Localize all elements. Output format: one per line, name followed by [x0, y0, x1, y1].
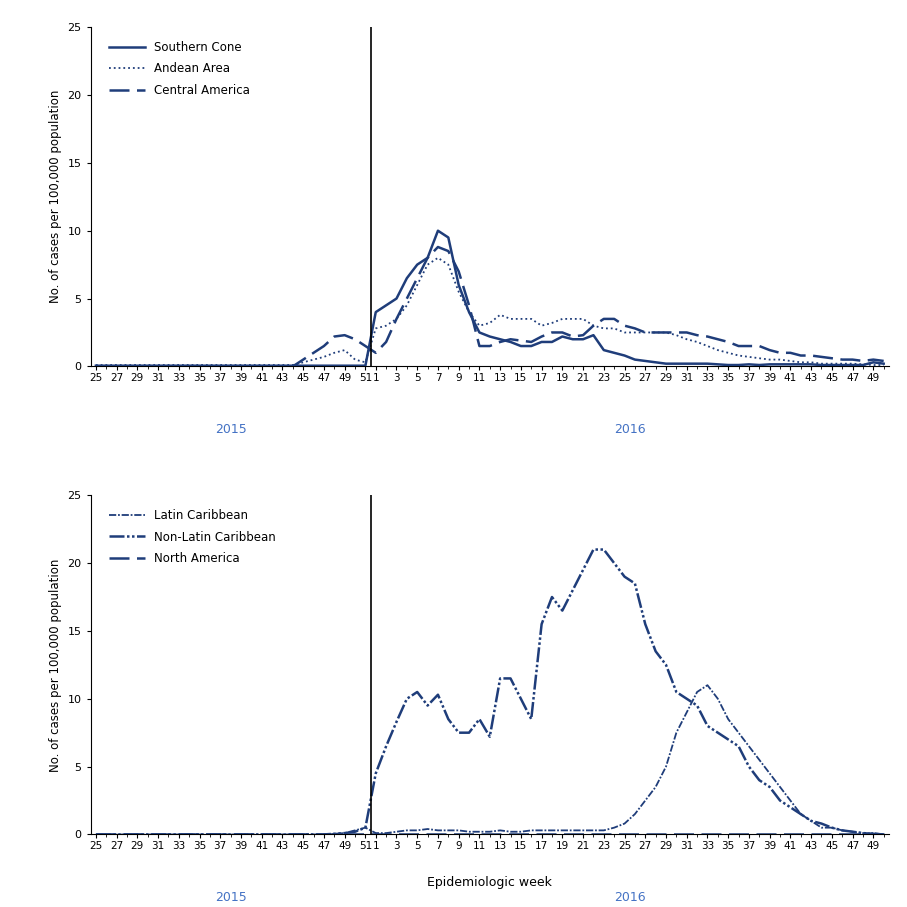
North America — [526, 829, 537, 840]
Line: Latin Caribbean: Latin Caribbean — [96, 685, 883, 834]
Legend: Southern Cone, Andean Area, Central America: Southern Cone, Andean Area, Central Amer… — [104, 36, 255, 102]
Central America — [412, 273, 423, 284]
North America — [246, 829, 257, 840]
Southern Cone — [536, 336, 547, 347]
Southern Cone — [349, 360, 360, 371]
Non-Latin Caribbean — [349, 826, 360, 837]
Non-Latin Caribbean — [526, 714, 537, 725]
North America — [412, 829, 423, 840]
Southern Cone — [433, 225, 444, 236]
Southern Cone — [443, 232, 454, 243]
X-axis label: Epidemiologic week: Epidemiologic week — [427, 876, 552, 890]
Andean Area — [443, 259, 454, 270]
Latin Caribbean — [349, 825, 360, 836]
Latin Caribbean — [526, 825, 537, 836]
Text: 2016: 2016 — [614, 424, 646, 436]
Southern Cone — [360, 360, 371, 371]
Southern Cone — [246, 360, 257, 371]
Latin Caribbean — [433, 825, 444, 836]
North America — [433, 829, 444, 840]
Southern Cone — [91, 360, 102, 371]
Text: 2015: 2015 — [215, 424, 247, 436]
Andean Area — [360, 356, 371, 367]
Latin Caribbean — [878, 829, 889, 840]
Andean Area — [536, 320, 547, 331]
Andean Area — [878, 359, 889, 370]
Central America — [433, 241, 444, 252]
Non-Latin Caribbean — [878, 829, 889, 840]
Non-Latin Caribbean — [588, 544, 599, 555]
North America — [349, 829, 360, 840]
Latin Caribbean — [91, 829, 102, 840]
Central America — [360, 341, 371, 352]
Line: Non-Latin Caribbean: Non-Latin Caribbean — [96, 550, 883, 834]
North America — [878, 829, 889, 840]
Line: Southern Cone: Southern Cone — [96, 230, 883, 366]
North America — [91, 829, 102, 840]
Andean Area — [91, 359, 102, 370]
Central America — [349, 334, 360, 345]
Y-axis label: No. of cases per 100,000 population: No. of cases per 100,000 population — [49, 558, 62, 772]
Central America — [536, 331, 547, 342]
Latin Caribbean — [412, 825, 423, 836]
North America — [360, 829, 371, 840]
Line: Central America: Central America — [96, 247, 883, 366]
Y-axis label: No. of cases per 100,000 population: No. of cases per 100,000 population — [49, 90, 62, 304]
Andean Area — [433, 252, 444, 263]
Central America — [878, 356, 889, 366]
Text: 2016: 2016 — [614, 892, 646, 904]
Text: 2015: 2015 — [215, 892, 247, 904]
Latin Caribbean — [246, 829, 257, 840]
Central America — [443, 246, 454, 257]
Legend: Latin Caribbean, Non-Latin Caribbean, North America: Latin Caribbean, Non-Latin Caribbean, No… — [104, 504, 280, 570]
Southern Cone — [878, 358, 889, 369]
Andean Area — [246, 359, 257, 370]
Line: Andean Area: Andean Area — [96, 258, 883, 365]
Non-Latin Caribbean — [246, 829, 257, 840]
Non-Latin Caribbean — [412, 687, 423, 697]
Latin Caribbean — [702, 679, 713, 690]
Central America — [91, 361, 102, 372]
Central America — [246, 361, 257, 372]
Andean Area — [412, 279, 423, 290]
Non-Latin Caribbean — [360, 823, 371, 834]
Latin Caribbean — [360, 823, 371, 834]
Non-Latin Caribbean — [433, 689, 444, 700]
Non-Latin Caribbean — [91, 829, 102, 840]
Andean Area — [349, 354, 360, 365]
Southern Cone — [412, 259, 423, 270]
